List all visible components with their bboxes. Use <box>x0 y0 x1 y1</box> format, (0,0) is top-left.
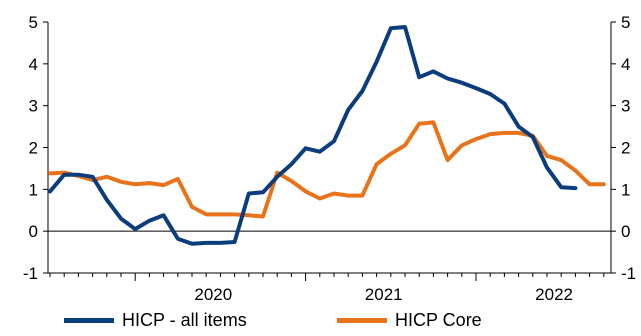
y-tick-label-left: 1 <box>29 180 38 199</box>
y-tick-label-right: 2 <box>621 139 630 158</box>
y-tick-label-left: 5 <box>29 13 38 32</box>
series-line-hicp-core <box>48 120 606 219</box>
y-tick-label-right: 0 <box>621 222 630 241</box>
legend-label-hicp-all-items: HICP - all items <box>122 310 247 330</box>
legend-swatch-hicp-all-items <box>64 318 114 323</box>
legend-label-hicp-core: HICP Core <box>395 310 482 330</box>
x-tick-label: 2020 <box>194 285 232 304</box>
y-tick-label-right: -1 <box>621 264 636 283</box>
y-tick-label-right: 3 <box>621 97 630 116</box>
y-tick-label-left: 3 <box>29 97 38 116</box>
y-tick-label-left: 4 <box>29 55 38 74</box>
line-chart: -1 -1 0 0 1 1 2 2 3 3 4 4 5 5 2020 2021 2022 <box>23 13 636 304</box>
y-tick-label-right: 1 <box>621 180 630 199</box>
x-tick-label: 2022 <box>535 285 573 304</box>
series-line-hicp-all-items <box>48 25 578 246</box>
y-tick-label-left: 0 <box>29 222 38 241</box>
series-layer <box>48 25 606 246</box>
legend: HICP - all items HICP Core <box>0 310 641 336</box>
y-tick-label-left: 2 <box>29 139 38 158</box>
chart-axes: -1 -1 0 0 1 1 2 2 3 3 4 4 5 5 2020 2021 2022 <box>23 13 636 304</box>
legend-swatch-hicp-core <box>337 318 387 323</box>
y-tick-label-right: 4 <box>621 55 630 74</box>
legend-item-hicp-core: HICP Core <box>337 310 482 331</box>
x-tick-label: 2021 <box>365 285 403 304</box>
y-tick-label-right: 5 <box>621 13 630 32</box>
legend-item-hicp-all-items: HICP - all items <box>64 310 247 331</box>
y-tick-label-left: -1 <box>23 264 38 283</box>
